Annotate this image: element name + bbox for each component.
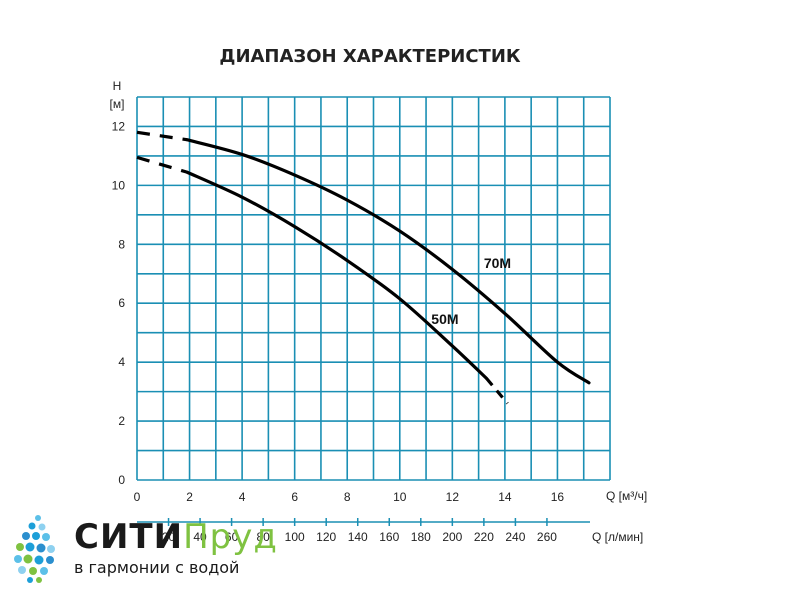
x-axis-label: Q [м³/ч] <box>606 489 647 503</box>
series-curves: 70M 50M <box>136 130 591 405</box>
x2-tick-label: 180 <box>411 530 431 544</box>
x2-tick-label: 20 <box>162 530 176 544</box>
y-axis-label-line1: H <box>113 79 122 93</box>
series-label-70m: 70M <box>484 255 511 271</box>
series-label-50m: 50M <box>431 311 458 327</box>
x-tick-label: 8 <box>344 490 351 504</box>
brand-logo: СИТИПруд в гармонии с водой <box>8 508 308 590</box>
y-tick-label: 12 <box>112 119 126 133</box>
x-tick-label: 10 <box>393 490 407 504</box>
x2-tick-label: 200 <box>442 530 462 544</box>
x2-tick-label: 220 <box>474 530 494 544</box>
x-tick-label: 14 <box>498 490 512 504</box>
chart-title: ДИАПАЗОН ХАРАКТЕРИСТИК <box>219 46 520 67</box>
x-tick-label: 12 <box>446 490 460 504</box>
series-dash-start-70m <box>136 130 188 142</box>
x2-tick-label: 120 <box>316 530 336 544</box>
x-axis-ticks: 0 2 4 6 8 10 12 14 16 <box>134 490 565 504</box>
x-tick-label: 4 <box>239 490 246 504</box>
brand-tagline: в гармонии с водой <box>74 558 240 577</box>
y-tick-label: 10 <box>112 178 126 192</box>
y-tick-label: 0 <box>118 473 125 487</box>
secondary-x-axis: 20 40 60 80 100 120 140 160 180 200 220 240 260 <box>137 518 590 544</box>
water-drops-icon <box>14 515 55 583</box>
x2-tick-label: 80 <box>256 530 270 544</box>
series-line-70m <box>185 138 591 385</box>
x2-tick-label: 240 <box>505 530 525 544</box>
x2-tick-label: 100 <box>285 530 305 544</box>
y-tick-label: 4 <box>118 355 125 369</box>
x2-tick-label: 260 <box>537 530 557 544</box>
y-tick-label: 6 <box>118 296 125 310</box>
brand-name-part2: Пруд <box>183 517 278 557</box>
y-tick-label: 2 <box>118 414 125 428</box>
y-axis-ticks: 0 2 4 6 8 10 12 <box>112 119 126 487</box>
x2-axis-label: Q [л/мин] <box>592 530 643 544</box>
y-tick-label: 8 <box>118 237 125 251</box>
x2-tick-label: 60 <box>225 530 239 544</box>
x2-tick-label: 160 <box>379 530 399 544</box>
grid <box>136 96 611 481</box>
series-dash-start-50m <box>136 155 188 174</box>
y-axis-label-line2: [м] <box>110 97 125 111</box>
series-line-50m <box>185 170 489 380</box>
x2-tick-label: 40 <box>193 530 207 544</box>
brand-name-part1: СИТИ <box>74 517 184 557</box>
x-tick-label: 16 <box>551 490 565 504</box>
series-dash-end-50m <box>485 377 509 405</box>
brand-name: СИТИПруд <box>74 518 278 556</box>
x-tick-label: 0 <box>134 490 141 504</box>
x-tick-label: 2 <box>186 490 193 504</box>
x-tick-label: 6 <box>291 490 298 504</box>
x2-tick-label: 140 <box>348 530 368 544</box>
